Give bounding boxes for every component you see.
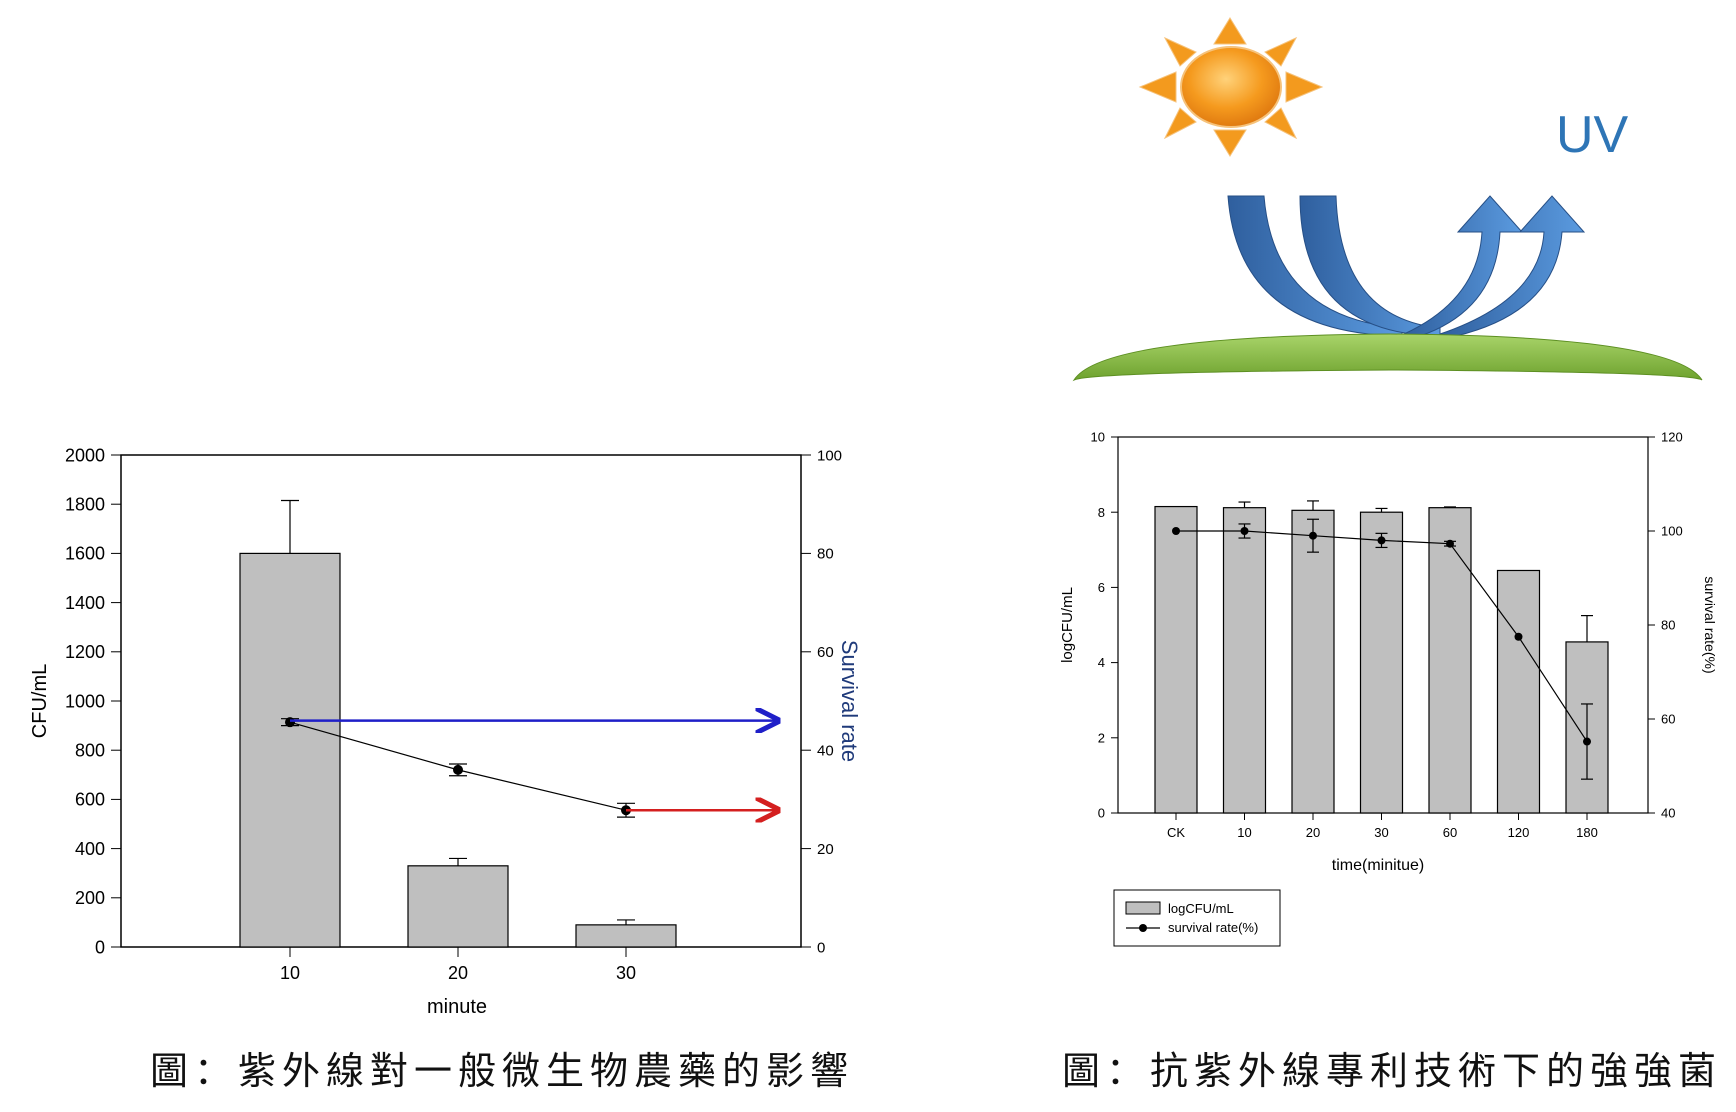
y-axis-label: CFU/mL xyxy=(29,664,51,738)
y-tick-label: 400 xyxy=(75,839,105,859)
x-tick-label: 120 xyxy=(1508,825,1530,840)
y-tick-label: 6 xyxy=(1098,580,1105,595)
y-tick-label: 1400 xyxy=(65,593,105,613)
sun-icon xyxy=(1138,17,1324,157)
survival-point xyxy=(1172,527,1180,535)
x-tick-label: 10 xyxy=(1237,825,1251,840)
uv-ray-arrows-icon xyxy=(1227,195,1586,337)
y-tick-label: 1600 xyxy=(65,544,105,564)
y-tick-label: 0 xyxy=(95,937,105,957)
legend-line-label: survival rate(%) xyxy=(1168,920,1258,935)
y2-tick-label: 40 xyxy=(817,742,834,759)
y-tick-label: 2000 xyxy=(65,445,105,465)
y-tick-label: 1800 xyxy=(65,495,105,515)
survival-line xyxy=(289,721,627,811)
survival-point xyxy=(1583,737,1591,746)
bar xyxy=(1222,507,1267,814)
y-tick-label: 8 xyxy=(1098,505,1105,520)
x-tick-label: 10 xyxy=(280,963,300,983)
survival-point xyxy=(1240,527,1249,535)
bar xyxy=(1496,569,1541,814)
legend-line-marker xyxy=(1139,924,1147,932)
y2-tick-label: 40 xyxy=(1661,806,1675,821)
survival-point xyxy=(621,805,631,816)
x-tick-label: 180 xyxy=(1576,825,1598,840)
x-tick-label: CK xyxy=(1167,825,1185,840)
bar xyxy=(1565,641,1609,814)
y-tick-label: 1000 xyxy=(65,691,105,711)
legend-bar-label: logCFU/mL xyxy=(1168,901,1234,916)
right-figure-caption: 圖：抗紫外線專利技術下的強強菌 xyxy=(1062,1049,1723,1093)
y2-tick-label: 120 xyxy=(1661,430,1683,445)
y-tick-label: 600 xyxy=(75,790,105,810)
x-tick-label: 60 xyxy=(1443,825,1457,840)
bar xyxy=(239,552,341,948)
survival-point xyxy=(1309,531,1317,540)
bar xyxy=(407,865,509,948)
ground-surface-icon xyxy=(1072,333,1703,382)
bar xyxy=(1359,511,1404,814)
uv-illustration: UV xyxy=(1072,17,1703,382)
x-tick-label: 30 xyxy=(1374,825,1388,840)
y2-axis-label: survival rate(%) xyxy=(1702,576,1718,673)
x-tick-label: 30 xyxy=(616,963,636,983)
y-tick-label: 2 xyxy=(1098,730,1105,745)
y-tick-label: 200 xyxy=(75,888,105,908)
y2-tick-label: 0 xyxy=(817,939,825,956)
x-axis-label: time(minitue) xyxy=(1332,857,1424,874)
survival-point xyxy=(1377,536,1386,545)
plot-frame xyxy=(120,454,802,948)
y2-tick-label: 100 xyxy=(1661,524,1683,539)
y2-tick-label: 60 xyxy=(817,644,834,661)
x-axis-label: minute xyxy=(427,996,487,1018)
y2-tick-label: 20 xyxy=(817,841,834,858)
legend-bar-swatch xyxy=(1125,901,1161,915)
y2-tick-label: 60 xyxy=(1661,712,1675,727)
y-tick-label: 10 xyxy=(1091,430,1105,445)
survival-point xyxy=(1446,539,1454,548)
survival-point xyxy=(1514,632,1523,641)
bar xyxy=(1428,507,1472,814)
y-axis-label: logCFU/mL xyxy=(1059,587,1076,663)
y-tick-label: 0 xyxy=(1098,806,1105,821)
bar xyxy=(1154,505,1198,814)
y-tick-label: 800 xyxy=(75,741,105,761)
legend: logCFU/mL survival rate(%) xyxy=(1113,889,1281,947)
y2-tick-label: 80 xyxy=(1661,618,1675,633)
y2-tick-label: 80 xyxy=(817,546,834,563)
y-tick-label: 4 xyxy=(1098,655,1105,670)
survival-point xyxy=(285,717,295,728)
survival-point xyxy=(453,764,463,775)
survival-line xyxy=(1176,530,1588,742)
y2-axis-label: Survival rate xyxy=(837,640,862,762)
x-tick-label: 20 xyxy=(1306,825,1320,840)
bar xyxy=(1291,509,1335,814)
plot-frame xyxy=(1117,436,1649,814)
bar xyxy=(575,924,677,948)
uv-label: UV xyxy=(1556,106,1629,164)
left-figure-caption: 圖：紫外線對一般微生物農藥的影響 xyxy=(150,1049,855,1093)
y-tick-label: 1200 xyxy=(65,642,105,662)
x-tick-label: 20 xyxy=(448,963,468,983)
y2-tick-label: 100 xyxy=(817,447,842,464)
